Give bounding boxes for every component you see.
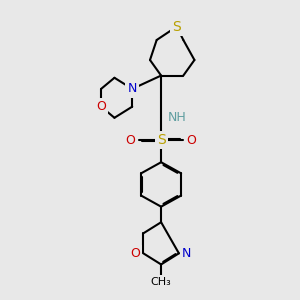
Text: N: N	[128, 82, 137, 95]
Text: CH₃: CH₃	[151, 277, 172, 287]
Text: O: O	[96, 100, 106, 113]
Text: O: O	[187, 134, 196, 146]
Text: N: N	[182, 247, 192, 260]
Text: NH: NH	[168, 111, 187, 124]
Text: S: S	[172, 20, 181, 34]
Text: S: S	[157, 133, 166, 147]
Text: O: O	[126, 134, 136, 146]
Text: O: O	[130, 247, 140, 260]
